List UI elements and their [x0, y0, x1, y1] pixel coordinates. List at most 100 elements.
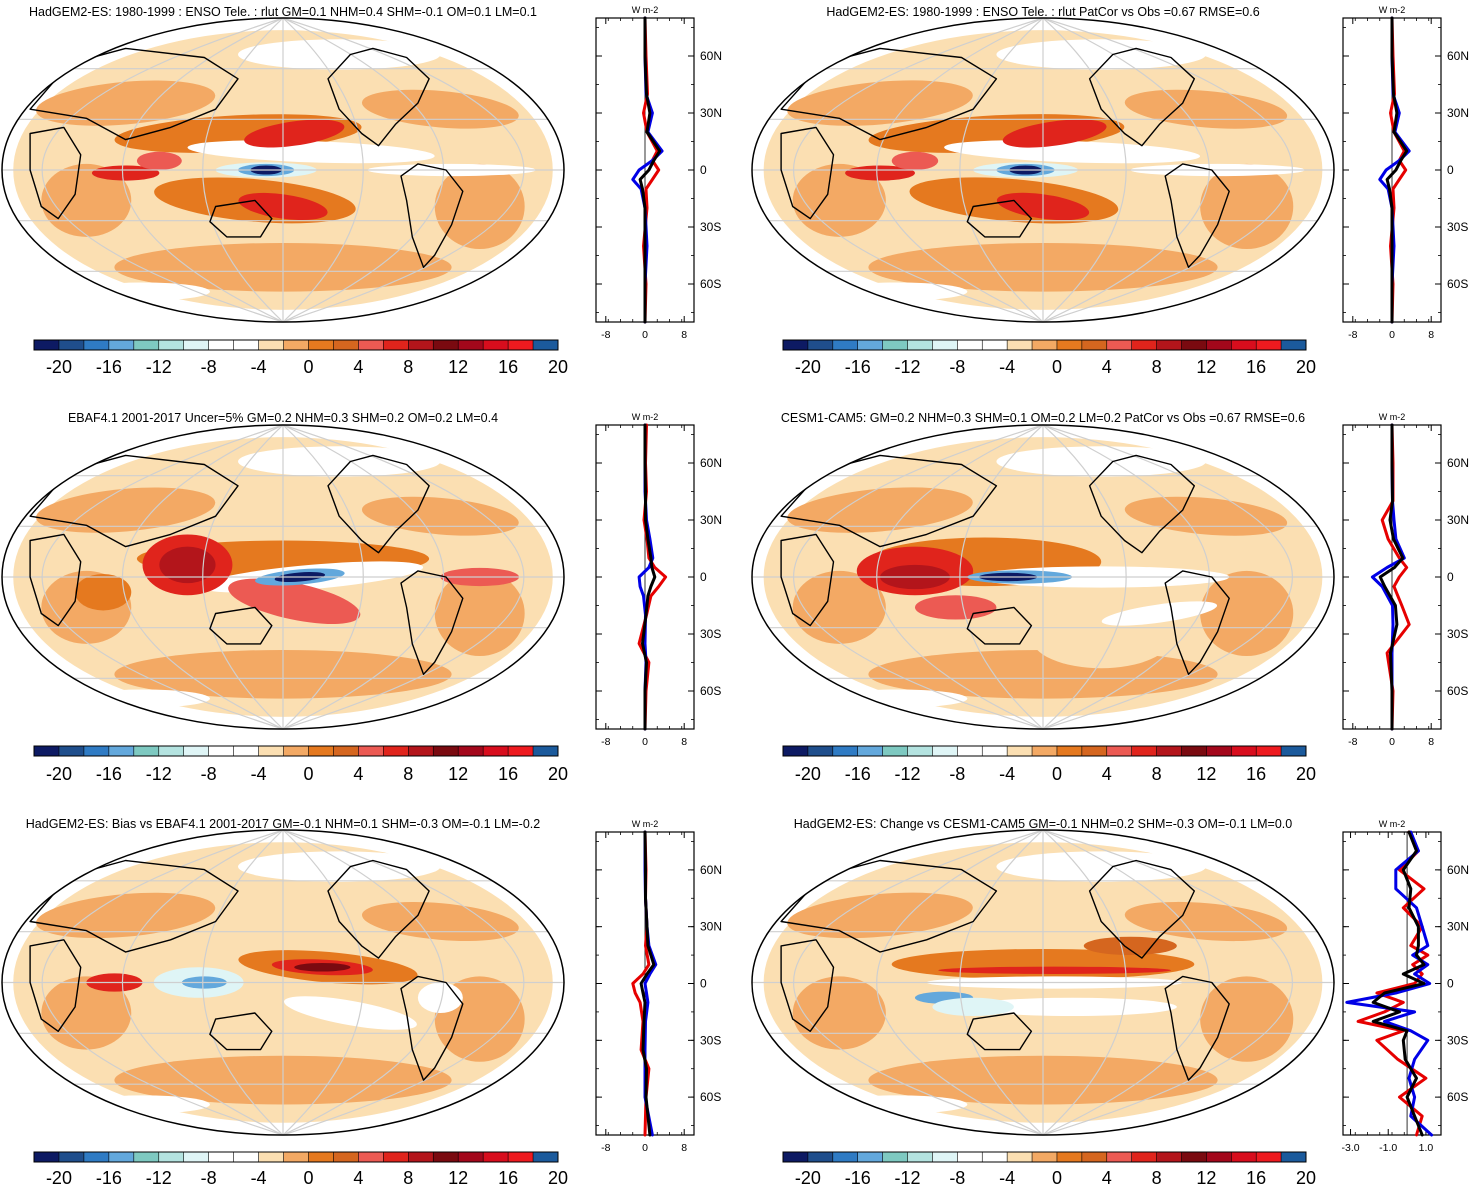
colorbar-label: 20 [548, 1168, 568, 1187]
colorbar-label: -8 [949, 764, 965, 784]
anomaly-region [996, 39, 1206, 70]
coastline-africa [29, 939, 82, 1033]
colorbar-swatch [458, 746, 484, 756]
colorbar-label: -16 [96, 764, 122, 784]
zonal-profile: -8 0 8 60N 30N 0 30S 60S W m-2 [1342, 412, 1469, 748]
x-tick-label: -8 [601, 329, 610, 341]
coastline-australia [209, 1012, 273, 1051]
colorbar-swatch [108, 1152, 135, 1162]
colorbar-swatch [1131, 746, 1157, 756]
colorbar-label: 4 [1102, 357, 1112, 377]
colorbar-label: 12 [448, 1168, 468, 1187]
anomaly-region [792, 570, 886, 644]
anomaly-region [1200, 570, 1294, 657]
colorbar-swatch [1056, 746, 1083, 756]
colorbar-label: 16 [1246, 764, 1266, 784]
colorbar-swatch [358, 1152, 384, 1162]
zonal-profile: -8 0 8 60N 30N 0 30S 60S W m-2 [595, 412, 722, 748]
x-tick-label: 0 [1389, 736, 1395, 748]
x-tick-label: 0 [642, 1142, 648, 1154]
map-hadgem_enso [2, 18, 564, 322]
colorbar-label: 12 [448, 357, 468, 377]
colorbar-label: 8 [1152, 764, 1162, 784]
colorbar-swatch [1231, 746, 1257, 756]
colorbar-label: -4 [251, 764, 267, 784]
colorbar-swatch [133, 1152, 160, 1162]
y-tick-label: 30N [700, 513, 722, 527]
anomaly-region [845, 165, 915, 181]
coastline-australia [966, 1012, 1033, 1051]
colorbar-swatch [1056, 1152, 1083, 1162]
anomaly-region [294, 962, 351, 972]
profile-unit: W m-2 [632, 819, 659, 829]
colorbar-label: 0 [303, 357, 313, 377]
colorbar: -20 -16 -12 -8 -4 0 4 8 12 16 20 [33, 339, 568, 377]
x-tick-label: 0 [642, 736, 648, 748]
colorbar-label: -12 [146, 357, 172, 377]
meridian-line [1042, 425, 1127, 729]
colorbar-label: -16 [845, 357, 871, 377]
colorbar-swatch [832, 1152, 859, 1162]
colorbar-swatch [383, 340, 409, 350]
colorbar-swatch [458, 1152, 484, 1162]
colorbar-swatch [233, 340, 259, 350]
colorbar-swatch [533, 746, 559, 756]
panel-title: HadGEM2-ES: Bias vs EBAF4.1 2001-2017 GM… [26, 817, 541, 831]
y-tick-label: 30N [1447, 920, 1469, 934]
anomaly-region [1083, 936, 1177, 956]
anomaly-region [787, 80, 973, 126]
coastline-americasS [1164, 975, 1230, 1081]
anomaly-region [938, 966, 1172, 974]
colorbar-label: 8 [403, 764, 413, 784]
colorbar-swatch [1256, 746, 1282, 756]
colorbar-swatch [1081, 340, 1108, 350]
map-border [1, 424, 565, 730]
map-border [1, 829, 565, 1136]
colorbar-swatch [907, 1152, 933, 1162]
x-tick-label: 0 [1389, 329, 1395, 341]
colorbar-swatch [1231, 1152, 1257, 1162]
anomaly-region [187, 140, 435, 164]
colorbar-swatch [133, 746, 160, 756]
colorbar-swatch [508, 746, 534, 756]
colorbar-swatch [283, 1152, 309, 1162]
coastline-australia [966, 199, 1033, 238]
meridian-line [202, 830, 284, 1135]
y-tick-label: 0 [700, 570, 707, 584]
map-bias [2, 830, 564, 1135]
colorbar-frame [782, 339, 1307, 351]
colorbar-swatch [233, 746, 259, 756]
anomaly-region [996, 446, 1206, 477]
colorbar-swatch [208, 340, 234, 350]
colorbar-label: 4 [1102, 1168, 1112, 1187]
meridian-line [202, 425, 284, 729]
colorbar-swatch [832, 746, 859, 756]
colorbar-swatch [458, 340, 484, 350]
map-ebaf [2, 425, 564, 729]
coastline-americasN [327, 454, 430, 554]
colorbar: -20 -16 -12 -8 -4 0 4 8 12 16 20 [33, 745, 568, 784]
colorbar-swatch [1281, 746, 1307, 756]
y-tick-label: 0 [1447, 163, 1454, 177]
colorbar-swatch [1131, 340, 1157, 350]
coastline-africa [29, 126, 82, 220]
colorbar-label: 16 [1246, 357, 1266, 377]
colorbar-frame [33, 339, 559, 351]
colorbar-swatch [957, 340, 983, 350]
colorbar-swatch [783, 746, 809, 756]
colorbar-label: -20 [46, 1168, 72, 1187]
colorbar-swatch [108, 746, 135, 756]
colorbar-swatch [1281, 340, 1307, 350]
meridian-line [793, 425, 1044, 729]
colorbar-label: -4 [999, 1168, 1015, 1187]
profile-series-3 [1385, 16, 1409, 324]
colorbar-label: 12 [1196, 764, 1216, 784]
map-border [751, 829, 1335, 1136]
y-tick-label: 30S [1447, 220, 1468, 234]
anomaly-region [891, 151, 939, 171]
anomaly-region [41, 163, 132, 237]
colorbar-swatch [1032, 746, 1058, 756]
x-tick-label: -8 [601, 1142, 610, 1154]
colorbar-label: 8 [1152, 1168, 1162, 1187]
colorbar-label: -4 [999, 764, 1015, 784]
